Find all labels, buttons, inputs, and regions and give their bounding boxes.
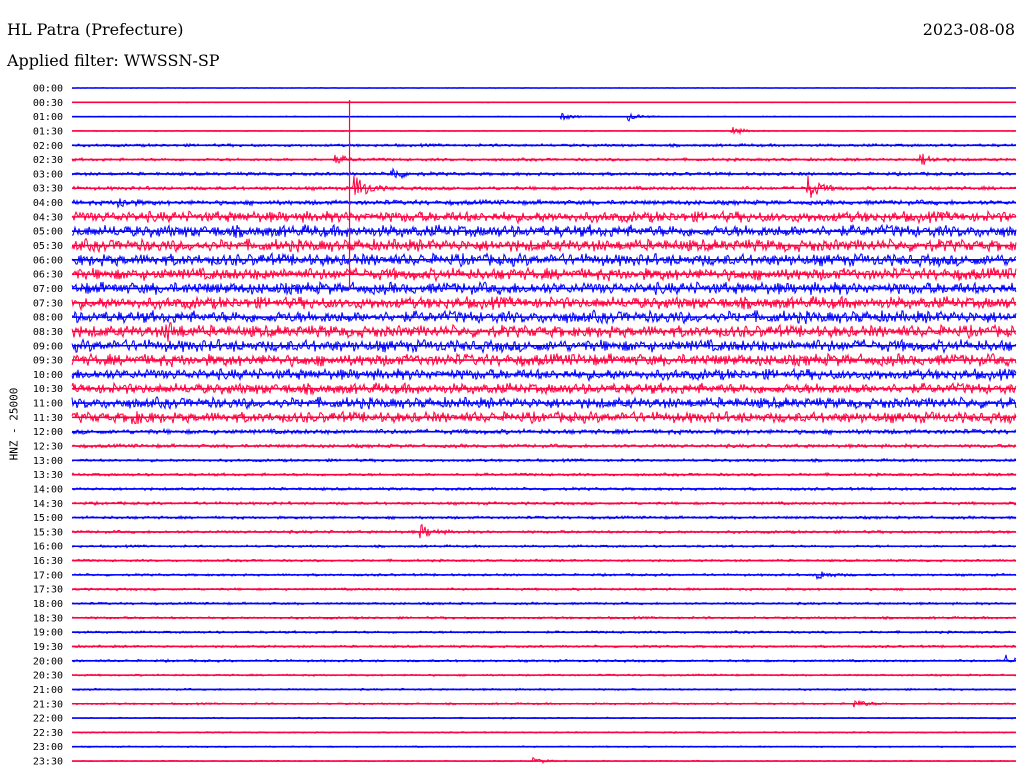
filter-label: Applied filter: WWSSN-SP bbox=[7, 51, 220, 70]
trace-line bbox=[71, 367, 1017, 383]
row-time-label: 03:00 bbox=[33, 169, 63, 180]
trace-line bbox=[71, 756, 1016, 765]
row-time-label: 17:30 bbox=[33, 585, 63, 596]
date-label: 2023-08-08 bbox=[922, 20, 1015, 39]
station-title: HL Patra (Prefecture) bbox=[7, 20, 184, 39]
row-time-label: 06:00 bbox=[33, 255, 63, 266]
row-time-label: 15:00 bbox=[33, 513, 63, 524]
trace-line bbox=[71, 237, 1017, 254]
row-time-label: 11:00 bbox=[33, 399, 63, 410]
row-time-label: 19:30 bbox=[33, 642, 63, 653]
row-time-label: 00:30 bbox=[33, 98, 63, 109]
row-time-label: 18:00 bbox=[33, 599, 63, 610]
trace-line bbox=[71, 322, 1017, 342]
row-time-label: 08:30 bbox=[33, 327, 63, 338]
row-time-label: 15:30 bbox=[33, 527, 63, 538]
row-time-label: 22:30 bbox=[33, 728, 63, 739]
trace-line bbox=[71, 251, 1017, 269]
row-time-label: 07:00 bbox=[33, 284, 63, 295]
row-time-label: 04:30 bbox=[33, 212, 63, 223]
row-time-label: 09:30 bbox=[33, 356, 63, 367]
trace-line bbox=[71, 309, 1017, 325]
row-time-label: 19:00 bbox=[33, 628, 63, 639]
row-time-label: 04:00 bbox=[33, 198, 63, 209]
row-time-label: 13:00 bbox=[33, 456, 63, 467]
row-time-label: 21:30 bbox=[33, 699, 63, 710]
row-time-label: 06:30 bbox=[33, 270, 63, 281]
row-time-label: 05:00 bbox=[33, 227, 63, 238]
row-time-label: 20:00 bbox=[33, 656, 63, 667]
row-time-label: 01:00 bbox=[33, 112, 63, 123]
row-time-label: 00:00 bbox=[33, 84, 63, 95]
row-time-label: 22:00 bbox=[33, 714, 63, 725]
row-time-label: 10:00 bbox=[33, 370, 63, 381]
row-time-label: 14:30 bbox=[33, 499, 63, 510]
row-time-label: 23:30 bbox=[33, 757, 63, 768]
row-time-label: 03:30 bbox=[33, 184, 63, 195]
row-time-label: 02:00 bbox=[33, 141, 63, 152]
row-time-label: 20:30 bbox=[33, 671, 63, 682]
row-time-label: 16:30 bbox=[33, 556, 63, 567]
row-time-label: 02:30 bbox=[33, 155, 63, 166]
row-time-label: 09:00 bbox=[33, 341, 63, 352]
row-time-label: 01:30 bbox=[33, 126, 63, 137]
row-time-label: 16:00 bbox=[33, 542, 63, 553]
row-time-label: 13:30 bbox=[33, 470, 63, 481]
row-time-label: 08:00 bbox=[33, 313, 63, 324]
row-time-label: 18:30 bbox=[33, 613, 63, 624]
row-time-label: 07:30 bbox=[33, 298, 63, 309]
row-time-label: 21:00 bbox=[33, 685, 63, 696]
row-time-label: 23:00 bbox=[33, 742, 63, 753]
row-time-label: 14:00 bbox=[33, 484, 63, 495]
row-time-label: 10:30 bbox=[33, 384, 63, 395]
row-time-label: 05:30 bbox=[33, 241, 63, 252]
row-time-label: 12:30 bbox=[33, 442, 63, 453]
trace-line bbox=[71, 175, 1017, 198]
row-time-label: 11:30 bbox=[33, 413, 63, 424]
row-time-label: 17:00 bbox=[33, 570, 63, 581]
row-time-label: 12:00 bbox=[33, 427, 63, 438]
